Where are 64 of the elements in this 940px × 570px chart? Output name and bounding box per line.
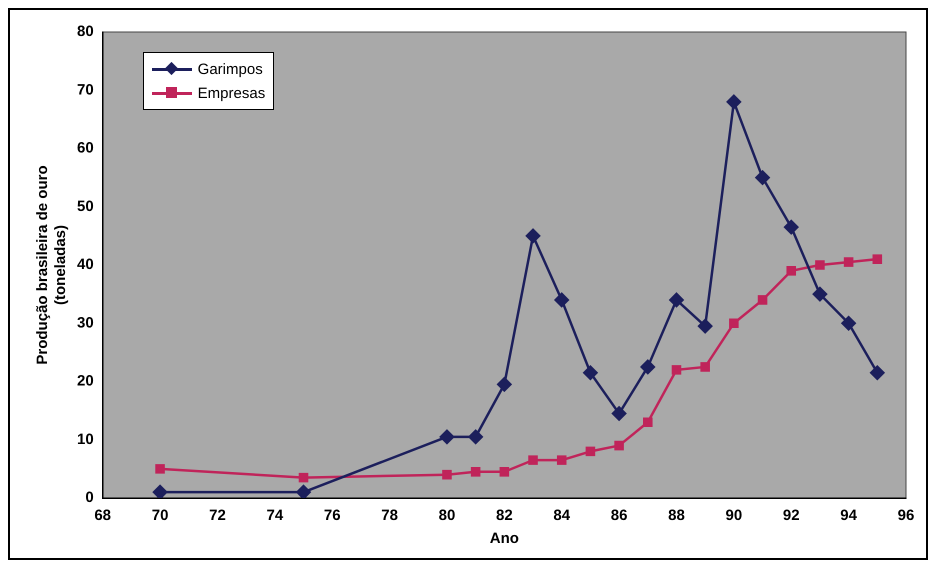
y-tick-label: 30	[76, 314, 94, 332]
point	[841, 316, 856, 330]
point	[586, 446, 596, 456]
x-tick-label: 92	[782, 507, 800, 524]
point	[669, 292, 684, 308]
x-tick-label: 90	[726, 507, 742, 524]
point	[784, 220, 798, 234]
x-tick-label: 94	[840, 507, 858, 524]
x-tick-label: 78	[381, 507, 398, 524]
y-tick-label: 20	[76, 372, 94, 390]
point	[442, 470, 452, 480]
x-tick-label: 70	[152, 507, 168, 524]
point	[643, 417, 653, 428]
legend-label: Empresas	[198, 84, 266, 102]
point	[872, 254, 882, 264]
point	[470, 467, 480, 477]
point	[298, 472, 308, 482]
x-tick-label: 80	[438, 507, 456, 524]
y-tick-label: 80	[76, 23, 94, 40]
point	[612, 406, 626, 421]
point	[583, 366, 598, 380]
point	[155, 464, 165, 474]
point	[640, 360, 656, 374]
point	[758, 295, 768, 305]
y-tick-label: 0	[85, 489, 94, 506]
x-axis-title: Ano	[490, 530, 519, 548]
point	[526, 228, 540, 244]
legend-label: Garimpos	[198, 60, 263, 78]
point	[698, 318, 712, 334]
point	[844, 257, 854, 267]
point	[614, 440, 624, 450]
x-tick-label: 96	[898, 507, 914, 524]
y-tick-label: 40	[76, 256, 94, 274]
x-tick-label: 68	[94, 507, 112, 524]
point	[815, 260, 825, 270]
x-tick-label: 82	[496, 507, 513, 524]
x-tick-label: 76	[324, 507, 341, 524]
y-tick-label: 10	[76, 430, 94, 448]
point	[786, 266, 796, 276]
point	[152, 484, 168, 498]
x-tick-label: 84	[553, 507, 571, 524]
point	[700, 362, 710, 372]
point	[440, 430, 454, 444]
point	[556, 455, 567, 465]
point	[672, 365, 682, 375]
point	[870, 366, 885, 380]
point	[755, 170, 770, 185]
x-tick-label: 74	[266, 507, 284, 524]
x-tick-label: 86	[610, 507, 628, 524]
point	[812, 286, 828, 302]
point	[528, 455, 538, 465]
point	[296, 484, 311, 498]
x-tick-label: 72	[209, 507, 226, 524]
y-tick-label: 60	[76, 140, 94, 157]
point	[554, 292, 569, 308]
point	[726, 94, 742, 110]
y-tick-label: 70	[76, 81, 94, 98]
y-axis-title: Produção brasileira de ouro (toneladas)	[34, 165, 70, 365]
y-tick-label: 50	[76, 198, 94, 215]
point	[468, 430, 483, 444]
point	[497, 377, 512, 392]
point	[729, 318, 739, 328]
point	[500, 467, 510, 477]
x-tick-label: 88	[668, 507, 685, 524]
